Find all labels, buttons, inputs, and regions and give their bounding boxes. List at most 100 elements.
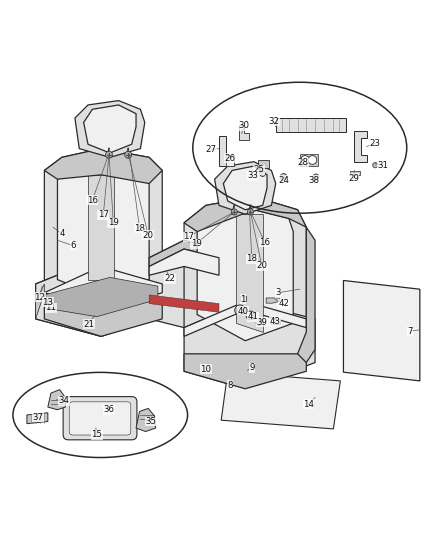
- Text: 43: 43: [269, 317, 280, 326]
- Text: 19: 19: [108, 219, 119, 228]
- Circle shape: [231, 209, 237, 215]
- Polygon shape: [149, 249, 219, 275]
- Text: 40: 40: [237, 306, 248, 316]
- Circle shape: [238, 308, 242, 312]
- Text: 35: 35: [146, 417, 157, 426]
- Polygon shape: [149, 295, 219, 312]
- Polygon shape: [44, 266, 162, 310]
- Text: 4: 4: [59, 229, 64, 238]
- Text: 17: 17: [98, 211, 109, 220]
- Polygon shape: [300, 154, 318, 166]
- Polygon shape: [219, 135, 234, 166]
- Polygon shape: [136, 408, 155, 432]
- Polygon shape: [215, 161, 276, 214]
- Text: 14: 14: [303, 400, 314, 408]
- Text: 15: 15: [91, 430, 102, 439]
- Text: 38: 38: [309, 175, 320, 184]
- Polygon shape: [44, 302, 162, 336]
- Text: 17: 17: [183, 232, 194, 241]
- Polygon shape: [48, 390, 65, 410]
- Text: 30: 30: [239, 122, 250, 131]
- Polygon shape: [239, 125, 249, 140]
- Polygon shape: [272, 319, 280, 324]
- Circle shape: [280, 174, 287, 181]
- Text: 9: 9: [249, 364, 254, 372]
- Polygon shape: [44, 149, 162, 183]
- Polygon shape: [240, 296, 246, 302]
- Polygon shape: [149, 240, 219, 328]
- Text: 12: 12: [35, 293, 46, 302]
- Polygon shape: [27, 413, 48, 424]
- Text: 28: 28: [297, 158, 308, 167]
- Text: 39: 39: [256, 318, 267, 327]
- Text: 18: 18: [246, 254, 257, 263]
- Text: 23: 23: [370, 139, 381, 148]
- Polygon shape: [258, 159, 269, 168]
- Polygon shape: [184, 197, 306, 231]
- Text: 7: 7: [407, 327, 413, 336]
- Circle shape: [308, 156, 317, 164]
- Text: 19: 19: [191, 239, 202, 248]
- Polygon shape: [221, 372, 340, 429]
- Text: 16: 16: [259, 238, 270, 247]
- Text: 34: 34: [59, 397, 70, 406]
- Polygon shape: [184, 354, 306, 389]
- Polygon shape: [223, 166, 267, 210]
- Polygon shape: [35, 258, 175, 336]
- Text: 22: 22: [165, 274, 176, 283]
- Circle shape: [249, 313, 252, 317]
- Polygon shape: [226, 155, 234, 166]
- Polygon shape: [276, 118, 346, 132]
- Polygon shape: [35, 258, 175, 336]
- Text: 31: 31: [377, 161, 388, 169]
- Text: 29: 29: [348, 174, 359, 183]
- Polygon shape: [343, 280, 420, 381]
- Polygon shape: [57, 166, 149, 297]
- Polygon shape: [184, 197, 306, 354]
- Circle shape: [125, 151, 132, 158]
- Circle shape: [300, 156, 309, 164]
- Text: 36: 36: [103, 405, 114, 414]
- Polygon shape: [44, 277, 158, 317]
- Text: 26: 26: [224, 154, 235, 163]
- Text: 18: 18: [134, 223, 145, 232]
- Circle shape: [246, 311, 255, 320]
- Polygon shape: [88, 175, 114, 280]
- Circle shape: [235, 305, 245, 316]
- Text: 25: 25: [254, 165, 265, 174]
- Text: 24: 24: [278, 175, 289, 184]
- Text: 42: 42: [278, 299, 289, 308]
- Polygon shape: [44, 149, 162, 310]
- Polygon shape: [237, 214, 263, 332]
- Polygon shape: [84, 105, 136, 153]
- Text: 41: 41: [247, 312, 258, 321]
- Text: 33: 33: [247, 171, 258, 180]
- Polygon shape: [354, 131, 367, 161]
- Text: 1: 1: [240, 295, 246, 304]
- Polygon shape: [297, 227, 315, 362]
- Text: 10: 10: [201, 365, 212, 374]
- FancyBboxPatch shape: [63, 397, 137, 440]
- Text: 16: 16: [87, 196, 98, 205]
- Text: 13: 13: [42, 298, 53, 307]
- Text: 27: 27: [206, 145, 217, 154]
- Circle shape: [106, 151, 113, 158]
- Polygon shape: [184, 302, 315, 389]
- Text: 32: 32: [268, 117, 279, 126]
- Circle shape: [313, 174, 319, 180]
- Text: 20: 20: [256, 261, 267, 270]
- Polygon shape: [350, 171, 360, 175]
- Polygon shape: [197, 210, 293, 341]
- Polygon shape: [75, 101, 145, 157]
- Polygon shape: [35, 284, 44, 319]
- Text: 8: 8: [227, 381, 233, 390]
- Circle shape: [373, 163, 378, 168]
- Text: 6: 6: [70, 241, 75, 250]
- Polygon shape: [266, 298, 279, 303]
- Circle shape: [260, 171, 265, 176]
- Polygon shape: [184, 302, 306, 336]
- Text: 21: 21: [83, 320, 95, 329]
- Text: 37: 37: [32, 413, 43, 422]
- Text: 11: 11: [46, 303, 57, 312]
- FancyBboxPatch shape: [69, 402, 131, 435]
